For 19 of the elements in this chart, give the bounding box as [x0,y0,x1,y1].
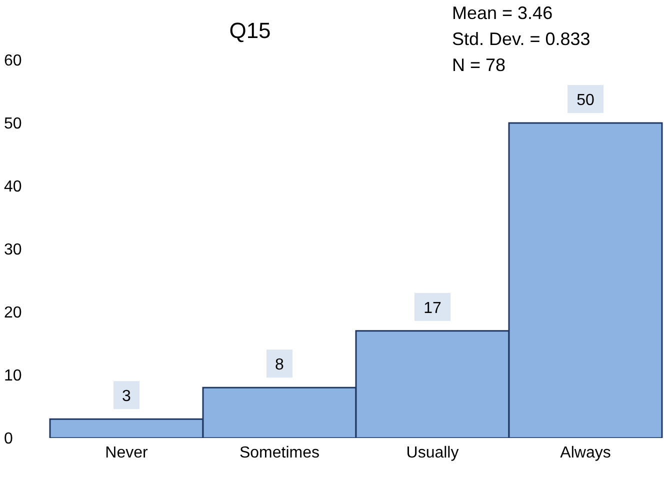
text: Std. Dev. = 0.833 [452,28,590,51]
y-tick-label: 20 [4,304,22,322]
x-tick-label: Never [105,444,149,462]
data-label: 17 [424,300,442,317]
y-tick-label: 40 [4,178,22,196]
data-label: 3 [122,388,132,406]
chart-title: Q15 [228,18,272,44]
annotation: N = 78 [452,54,507,77]
y-tick-label: 0 [4,430,13,448]
x-tick-label: Sometimes [239,444,320,462]
y-tick-label: 30 [4,242,22,259]
y-tick-label: 60 [4,52,22,70]
y-tick-label: 50 [4,116,22,133]
x-tick-label: Usually [406,444,459,462]
y-tick-label: 10 [4,368,22,385]
x-tick-label: Always [560,444,611,462]
text: Mean = 3.46 [452,2,554,25]
data-label: 50 [576,92,594,109]
data-label: 8 [275,356,284,374]
